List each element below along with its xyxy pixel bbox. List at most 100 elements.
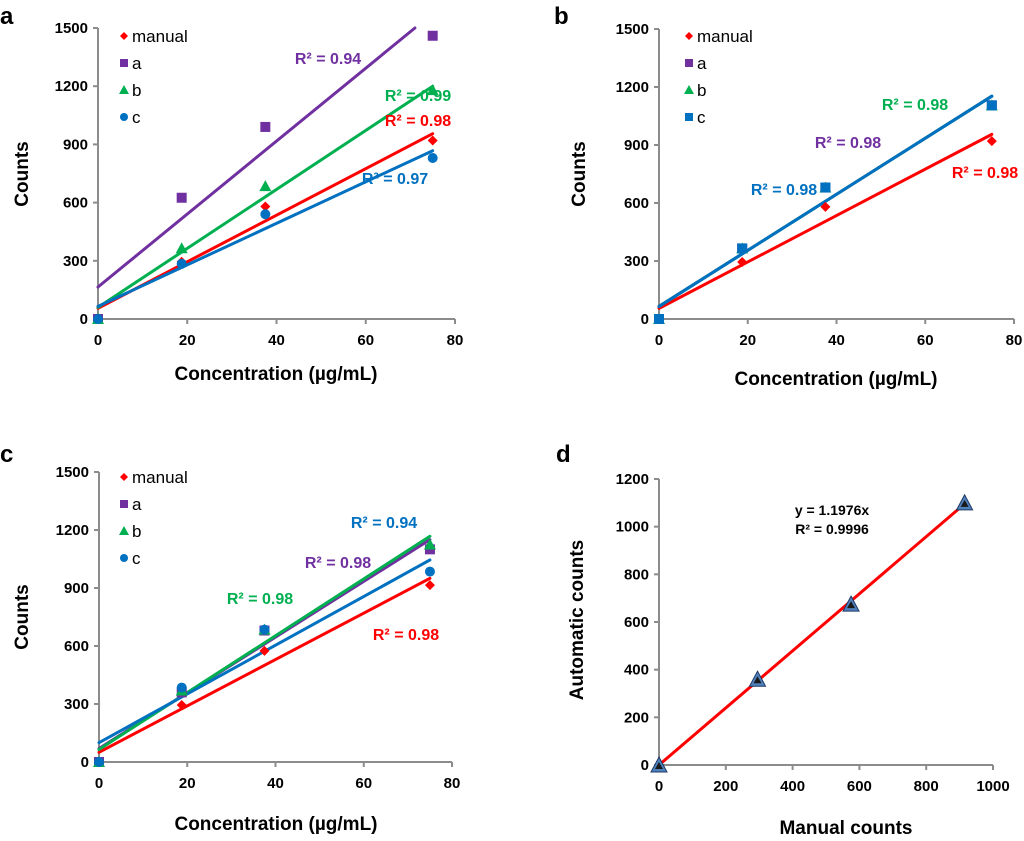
x-tick-label: 40 [267,775,284,792]
y-axis-title: Automatic counts [567,540,588,700]
panel-a: a 0 300 600 900 1200 1500 0 20 40 60 80 Concentratio… [0,3,463,385]
y-tick-label: 1500 [55,20,88,37]
legend-marker-c [120,554,128,562]
panel-letter: a [0,3,14,30]
r2-label-b: R² = 0.98 [227,591,293,608]
data-point-manual [260,201,271,212]
y-tick-label: 800 [624,566,649,583]
panel-d: d 0 200 400 600 800 1000 1200 0 200 400 600 800 1000 M… [556,441,1010,839]
x-axis-title: Manual counts [779,818,912,839]
y-tick-label: 1200 [616,79,649,96]
data-point-c [820,182,831,193]
r2-label-c: R² = 0.98 [751,182,817,199]
data-point-c [654,314,664,324]
y-tick-label: 900 [63,136,88,153]
data-point-c [176,682,187,693]
y-axis-title: Counts [12,141,33,206]
x-tick-label: 60 [917,332,934,349]
x-tick-label: 600 [847,778,872,795]
legend-label-c: c [132,108,141,127]
x-tick-label: 20 [179,775,196,792]
x-tick-label: 80 [447,332,464,349]
y-tick-label: 400 [624,662,649,679]
y-tick-label: 600 [624,195,649,212]
y-tick-label: 0 [80,311,88,328]
legend-label-c: c [697,108,706,127]
y-tick-label: 300 [624,253,649,270]
panel-letter: c [0,441,13,468]
y-tick-label: 0 [81,754,89,771]
legend-label-manual: manual [697,27,753,46]
x-axis-title: Concentration (µg/mL) [174,364,377,385]
x-tick-label: 0 [655,332,663,349]
data-point-b [259,180,272,192]
x-tick-label: 40 [268,332,285,349]
data-point-manual [427,135,438,146]
legend-marker-c [120,113,128,121]
legend-marker-a [120,500,128,508]
data-point-c [94,757,104,767]
data-point-c [260,209,271,220]
data-point-core [847,601,856,609]
legend-marker-a [120,59,128,67]
r2-label-b: R² = 0.99 [385,88,451,105]
legend-marker-manual [120,32,128,40]
y-tick-label: 1200 [55,78,88,95]
data-point-c [259,624,270,635]
r2-label-c: R² = 0.97 [362,171,428,188]
data-point-core [960,499,969,507]
y-tick-label: 1200 [56,522,89,539]
r2-label-a: R² = 0.94 [295,51,361,68]
x-axis-title: Concentration (µg/mL) [734,369,937,390]
legend-label-manual: manual [132,468,188,487]
legend-marker-b [684,85,694,94]
x-tick-label: 60 [357,332,374,349]
r2-label-b: R² = 0.98 [882,97,948,114]
x-tick-label: 200 [713,778,738,795]
legend-label-c: c [132,549,141,568]
legend-label-b: b [697,81,706,100]
y-tick-label: 600 [63,195,88,212]
data-point-core [753,676,762,684]
trendline-b [96,84,435,309]
legend-marker-manual [685,32,693,40]
legend-marker-b [119,85,129,94]
legend-marker-a [685,59,693,67]
r2-label-c: R² = 0.94 [351,515,417,532]
data-point-manual [986,136,997,147]
legend-label-a: a [132,495,142,514]
data-point-c [986,100,997,111]
data-point-b [423,538,436,550]
trendline-c [96,149,435,308]
r2-label-manual: R² = 0.98 [373,627,439,644]
x-tick-label: 800 [914,778,939,795]
data-point-a [260,121,271,132]
x-tick-label: 0 [94,332,102,349]
data-point-b [175,242,188,254]
x-tick-label: 80 [444,775,461,792]
data-point-b [426,84,439,96]
y-tick-label: 200 [624,709,649,726]
data-point-manual [737,256,748,267]
y-tick-label: 900 [64,580,89,597]
legend-label-a: a [132,54,142,73]
y-tick-label: 1200 [616,471,649,488]
legend-label-a: a [697,54,707,73]
y-tick-label: 1000 [616,519,649,536]
legend-label-b: b [132,81,141,100]
y-tick-label: 600 [624,614,649,631]
x-tick-label: 80 [1006,332,1023,349]
y-tick-label: 1500 [56,464,89,481]
y-tick-label: 300 [64,696,89,713]
r2-label-a: R² = 0.98 [305,555,371,572]
data-point-core [655,762,663,769]
panel-b: b 0 300 600 900 1200 1500 0 20 40 60 80 Concentratio… [554,3,1022,390]
panel-letter: d [556,441,571,468]
legend-marker-c [685,113,693,121]
y-tick-label: 600 [64,638,89,655]
y-tick-label: 1500 [616,21,649,38]
trendline-manual [657,132,994,310]
trendline-automatic [657,502,967,767]
x-tick-label: 40 [828,332,845,349]
